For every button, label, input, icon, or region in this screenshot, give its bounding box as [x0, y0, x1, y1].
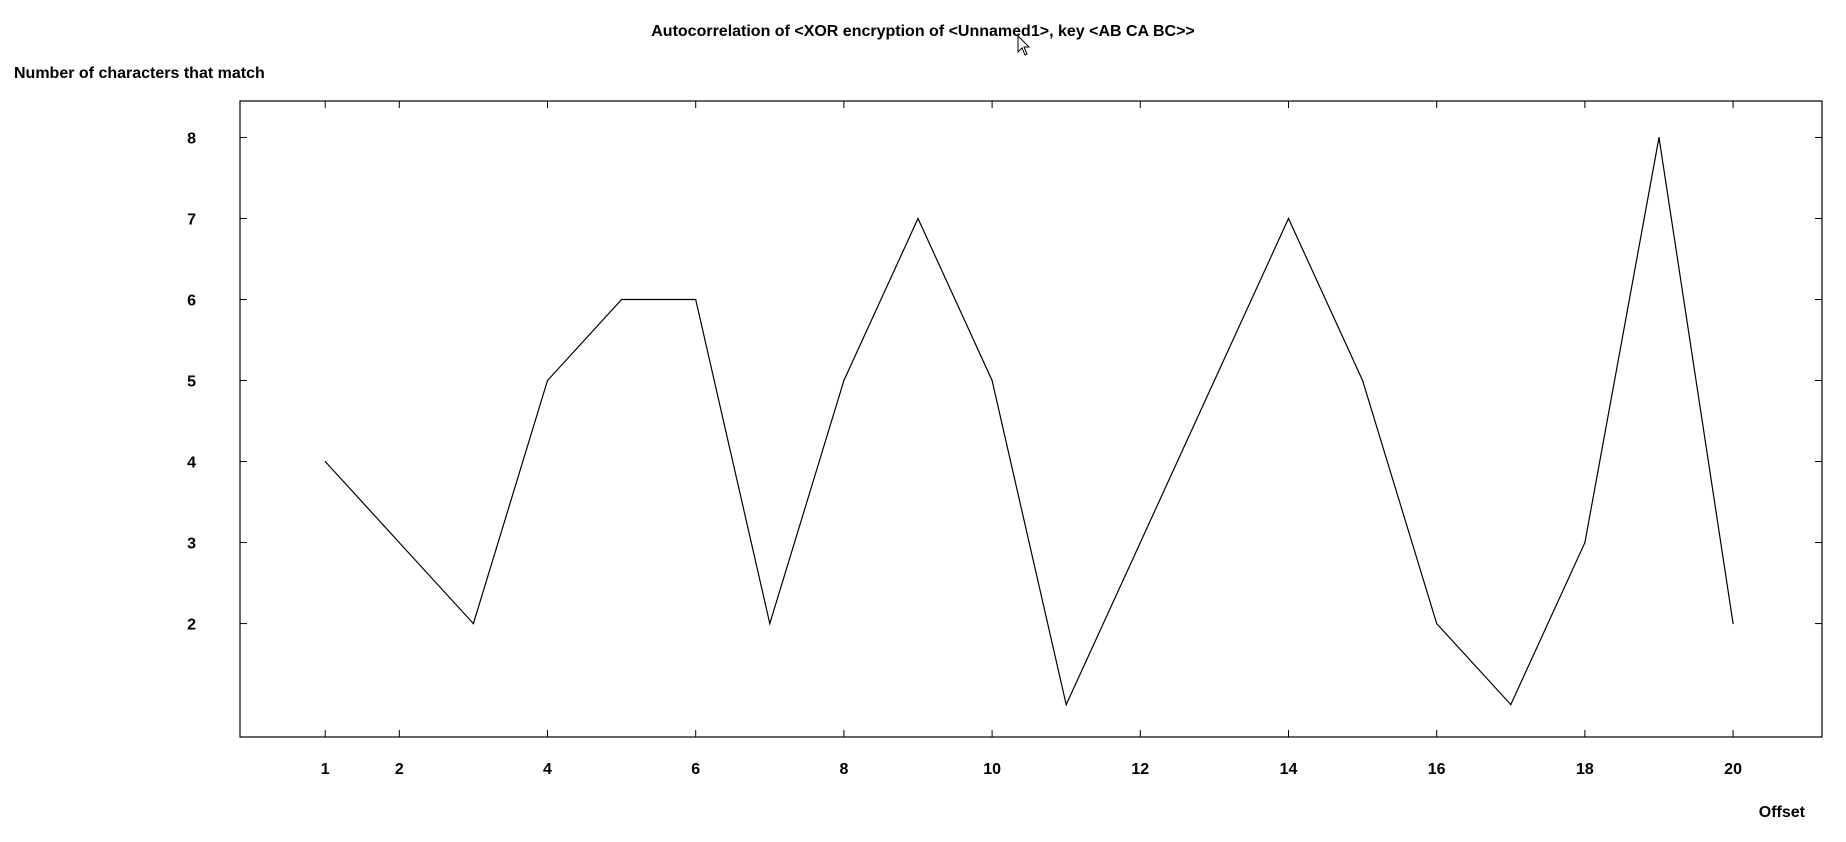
data-point	[991, 379, 993, 382]
x-axis-label: Offset	[1759, 804, 1806, 821]
x-tick-label: 6	[691, 761, 700, 778]
y-tick-label: 8	[187, 130, 196, 147]
data-point	[1732, 622, 1734, 625]
y-tick-label: 6	[187, 292, 196, 309]
data-point	[1287, 217, 1290, 220]
data-point	[1139, 541, 1141, 544]
x-tick-label: 8	[839, 761, 848, 778]
data-point	[1361, 379, 1364, 382]
data-point	[695, 298, 697, 301]
data-points	[324, 136, 1734, 706]
y-tick-label: 7	[187, 211, 196, 228]
chart-title: Autocorrelation of <XOR encryption of <U…	[651, 23, 1195, 40]
y-tick-label: 2	[187, 617, 196, 634]
data-point	[1213, 379, 1215, 382]
y-tick-label: 5	[187, 374, 196, 391]
data-point	[324, 460, 326, 463]
x-tick-label: 4	[543, 761, 552, 778]
data-point	[1510, 703, 1512, 706]
data-point	[1658, 136, 1660, 139]
data-point	[917, 217, 919, 220]
data-point	[1436, 622, 1438, 625]
x-tick-label: 16	[1428, 761, 1446, 778]
x-tick-label: 20	[1724, 761, 1742, 778]
x-tick-label: 12	[1131, 761, 1149, 778]
data-point	[843, 379, 845, 382]
y-axis-label: Number of characters that match	[14, 65, 265, 82]
data-point	[621, 298, 623, 301]
x-tick-label: 14	[1280, 761, 1298, 778]
data-point	[546, 379, 549, 382]
mouse-cursor-icon	[1017, 35, 1031, 56]
y-tick-label: 4	[187, 455, 196, 472]
data-point	[472, 622, 475, 625]
x-tick-label: 10	[983, 761, 1001, 778]
x-tick-label: 1	[321, 761, 330, 778]
data-point	[769, 622, 771, 625]
x-tick-label: 2	[395, 761, 404, 778]
y-tick-label: 3	[187, 536, 196, 553]
data-point	[1065, 703, 1067, 706]
x-tick-label: 18	[1576, 761, 1594, 778]
data-point	[1584, 541, 1586, 544]
data-point	[398, 541, 400, 544]
series-line	[324, 137, 1734, 707]
plot-frame	[239, 100, 1823, 738]
tick-marks	[240, 101, 1822, 737]
